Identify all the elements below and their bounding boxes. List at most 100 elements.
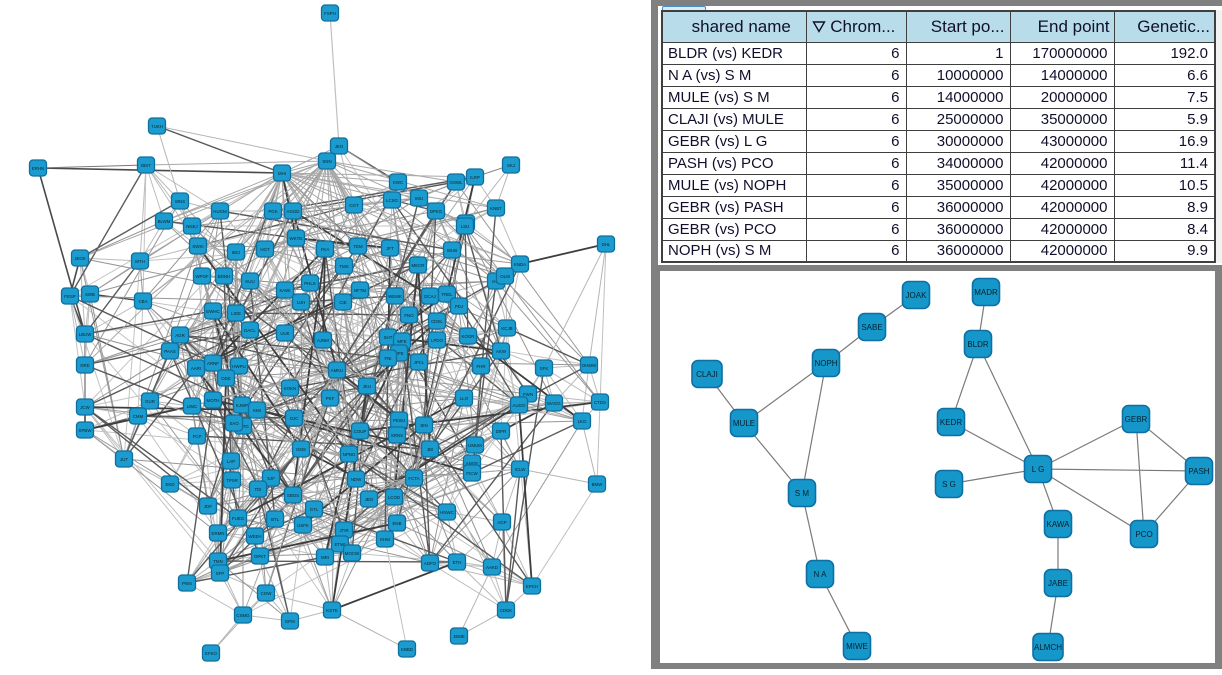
svg-text:UUK: UUK [280, 331, 289, 336]
svg-text:JFT: JFT [386, 246, 394, 251]
svg-text:KBBD: KBBD [401, 647, 413, 652]
svg-text:FWN: FWN [523, 392, 533, 397]
svg-text:CLAJI: CLAJI [696, 370, 718, 379]
svg-text:KOGR: KOGR [462, 334, 475, 339]
svg-text:KJWP: KJWP [236, 403, 248, 408]
svg-text:TEM: TEM [353, 244, 363, 249]
svg-text:CGT: CGT [349, 203, 359, 208]
svg-text:MIWE: MIWE [846, 642, 868, 651]
svg-text:JTIR: JTIR [339, 528, 348, 533]
svg-text:JEGK: JEGK [74, 256, 86, 261]
svg-text:NDW: NDW [351, 477, 362, 482]
svg-text:MOTH: MOTH [207, 398, 220, 403]
svg-text:KOKN: KOKN [284, 386, 296, 391]
svg-text:CMM: CMM [133, 414, 144, 419]
svg-text:AGGD: AGGD [287, 209, 300, 214]
svg-text:JABE: JABE [1048, 579, 1068, 588]
svg-text:PAAS: PAAS [164, 349, 175, 354]
svg-text:CIE: CIE [339, 300, 346, 305]
svg-text:JEO: JEO [335, 144, 344, 149]
svg-text:SRNS: SRNS [391, 433, 403, 438]
svg-text:AGP: AGP [497, 520, 506, 525]
svg-text:IEN: IEN [420, 423, 427, 428]
svg-text:LPDO: LPDO [431, 338, 444, 343]
svg-text:ILRP: ILRP [470, 175, 480, 180]
svg-text:BLWM: BLWM [158, 219, 171, 224]
svg-text:MRI: MRI [321, 555, 329, 560]
svg-text:BMW: BMW [592, 482, 604, 487]
svg-text:WNS: WNS [175, 199, 185, 204]
svg-text:BLDR: BLDR [967, 340, 989, 349]
svg-text:LBUW: LBUW [79, 332, 93, 337]
svg-text:LIMC: LIMC [187, 404, 198, 409]
svg-text:AAKD: AAKD [486, 565, 498, 570]
svg-text:LDTG: LDTG [237, 424, 249, 429]
svg-text:TPSR: TPSR [226, 478, 238, 483]
svg-text:DPKG: DPKG [430, 209, 443, 214]
svg-text:HGT: HGT [260, 247, 270, 252]
svg-text:ADFO: ADFO [424, 561, 437, 566]
svg-text:HNWC: HNWC [440, 510, 454, 515]
svg-text:MTH: MTH [135, 259, 145, 264]
svg-text:TREL: TREL [441, 292, 453, 297]
svg-text:JDF: JDF [204, 504, 212, 509]
svg-text:MECR: MECR [412, 263, 425, 268]
svg-text:KHM: KHM [380, 537, 390, 542]
svg-text:GTL: GTL [310, 507, 319, 512]
svg-text:WUB: WUB [447, 248, 457, 253]
svg-text:FCTA: FCTA [408, 476, 419, 481]
svg-text:DIPR: DIPR [496, 429, 507, 434]
svg-text:LLO: LLO [460, 396, 469, 401]
svg-text:OHMW: OHMW [582, 363, 597, 368]
svg-text:LCSG: LCSG [386, 198, 399, 203]
svg-text:AJNM: AJNM [317, 338, 329, 343]
svg-text:JCW: JCW [80, 405, 90, 410]
svg-text:LIDE: LIDE [231, 311, 241, 316]
svg-text:KSTE: KSTE [326, 608, 338, 613]
svg-text:ODE: ODE [221, 376, 231, 381]
svg-text:SJF: SJF [267, 476, 275, 481]
svg-text:JOAK: JOAK [906, 291, 928, 300]
svg-text:OLM: OLM [500, 274, 510, 279]
svg-text:FKA: FKA [321, 247, 330, 252]
svg-text:ETWI: ETWI [335, 542, 346, 547]
svg-text:NPNO: NPNO [343, 452, 356, 457]
svg-text:MADR: MADR [974, 288, 998, 297]
svg-text:JUT: JUT [120, 457, 128, 462]
svg-text:NFTM: NFTM [354, 288, 367, 293]
svg-text:GMS: GMS [296, 447, 306, 452]
svg-text:AUGO: AUGO [513, 403, 527, 408]
svg-text:S G: S G [942, 480, 956, 489]
svg-text:AGR: AGR [175, 333, 185, 338]
svg-text:OPKT: OPKT [254, 554, 266, 559]
svg-text:SFK: SFK [540, 366, 549, 371]
svg-text:IBST: IBST [141, 163, 151, 168]
svg-text:JPCL: JPCL [414, 360, 425, 365]
svg-text:PGK: PGK [268, 209, 277, 214]
svg-text:UMUM: UMUM [468, 443, 482, 448]
svg-text:SPBW: SPBW [79, 428, 93, 433]
svg-text:KCJB: KCJB [501, 326, 512, 331]
svg-text:MHI: MHI [278, 171, 286, 176]
svg-text:TUKH: TUKH [151, 124, 163, 129]
svg-text:CSMG: CSMG [236, 613, 250, 618]
svg-text:ICLW: ICLW [515, 467, 527, 472]
svg-text:ANGE: ANGE [466, 461, 479, 466]
svg-text:KEDR: KEDR [940, 418, 962, 427]
svg-text:IBCI: IBCI [232, 250, 241, 255]
svg-text:EKD: EKD [165, 482, 174, 487]
svg-text:SWKI: SWKI [192, 244, 203, 249]
svg-text:LCOD: LCOD [388, 495, 400, 500]
svg-text:FCP: FCP [193, 434, 202, 439]
svg-text:EWHC: EWHC [206, 309, 219, 314]
svg-text:UJH: UJH [297, 300, 306, 305]
svg-text:MULE: MULE [733, 419, 755, 428]
svg-text:L G: L G [1032, 465, 1045, 474]
svg-text:ERHN: ERHN [32, 166, 44, 171]
svg-text:COW: COW [261, 591, 273, 596]
svg-text:TMS: TMS [339, 264, 348, 269]
svg-text:USFK: USFK [297, 523, 309, 528]
svg-text:NNEJ: NNEJ [186, 224, 197, 229]
svg-text:SFP: SFP [216, 571, 225, 576]
svg-text:DACL: DACL [244, 328, 256, 333]
